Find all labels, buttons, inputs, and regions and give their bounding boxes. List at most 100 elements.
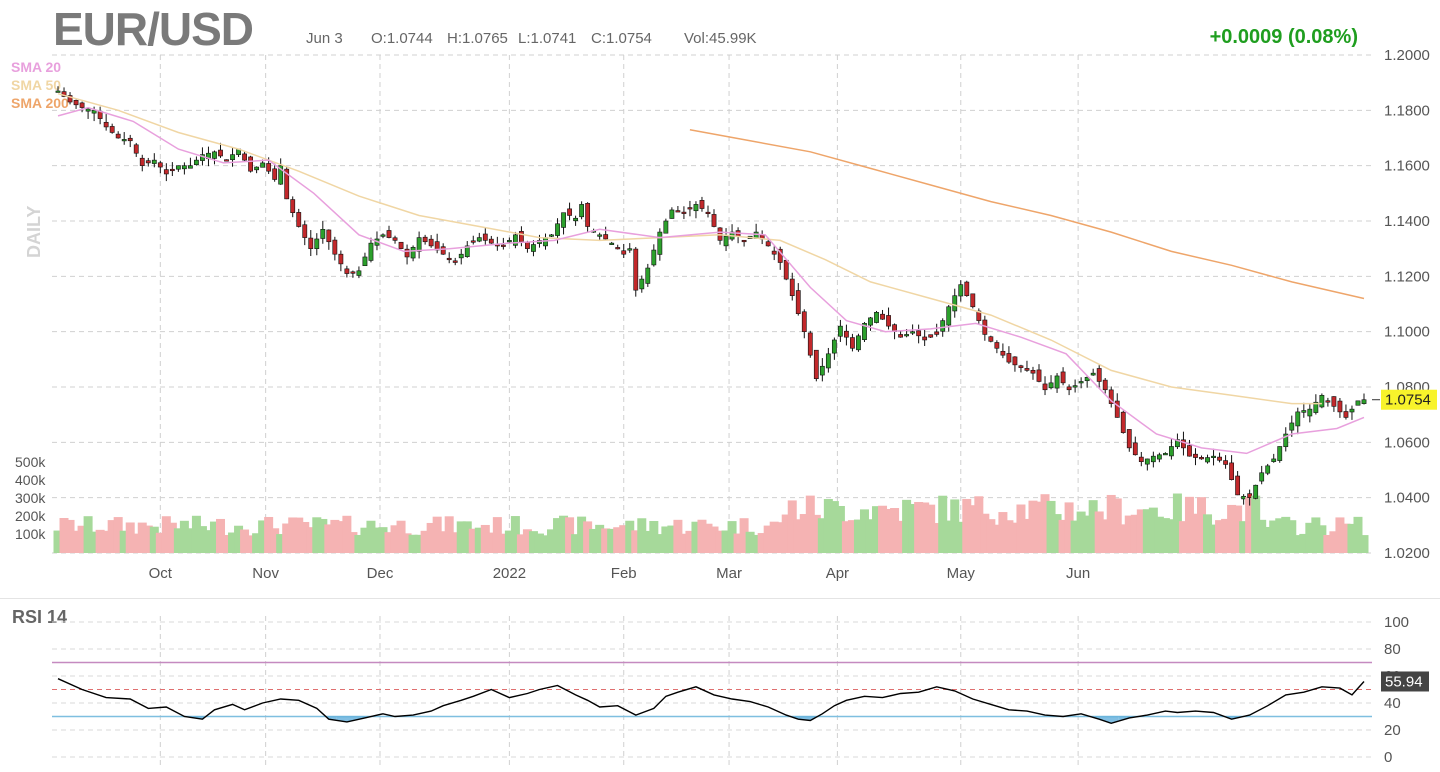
volume-bar bbox=[101, 530, 111, 553]
volume-bar bbox=[474, 527, 484, 553]
candle-body bbox=[886, 315, 891, 327]
volume-bar bbox=[559, 515, 569, 553]
volume-bar bbox=[53, 530, 63, 553]
volume-bar bbox=[155, 532, 165, 553]
volume-bar bbox=[691, 521, 701, 553]
candle-body bbox=[627, 248, 633, 251]
volume-bar bbox=[721, 530, 731, 553]
candle-body bbox=[1054, 375, 1060, 389]
volume-bar bbox=[872, 506, 882, 553]
volume-bar bbox=[980, 513, 990, 553]
volume-bar bbox=[246, 535, 256, 553]
candle-body bbox=[675, 210, 681, 213]
volume-bar bbox=[276, 534, 286, 553]
candle-body bbox=[1355, 400, 1361, 406]
candle-body bbox=[910, 331, 916, 334]
volume-bar bbox=[1136, 509, 1146, 553]
candle-body bbox=[1066, 386, 1072, 391]
volume-bar bbox=[679, 533, 689, 553]
volume-bar bbox=[607, 528, 617, 553]
volume-bar bbox=[661, 526, 671, 553]
volume-bar bbox=[643, 530, 653, 553]
volume-bar bbox=[203, 530, 213, 553]
candle-body bbox=[188, 165, 193, 169]
candle-body bbox=[67, 95, 73, 103]
price-tick-label: 1.2000 bbox=[1384, 47, 1430, 64]
candle-body bbox=[1259, 472, 1265, 482]
volume-bar bbox=[685, 530, 695, 553]
candle-body bbox=[350, 271, 356, 274]
candle-body bbox=[422, 236, 428, 243]
x-tick-label: Dec bbox=[367, 565, 394, 582]
volume-bar bbox=[950, 499, 960, 553]
candle-body bbox=[1042, 383, 1048, 391]
candle-body bbox=[609, 242, 615, 245]
candle-body bbox=[567, 208, 572, 216]
volume-bar bbox=[1341, 523, 1351, 553]
volume-bar bbox=[1221, 518, 1231, 553]
volume-bar bbox=[354, 534, 364, 553]
candle-body bbox=[1343, 411, 1349, 418]
sma20-legend: SMA 20 bbox=[11, 59, 62, 75]
candle-body bbox=[693, 204, 699, 212]
volume-bar bbox=[414, 534, 424, 553]
volume-bar bbox=[1010, 522, 1020, 553]
price-change: +0.0009 (0.08%) bbox=[1209, 26, 1358, 48]
volume-bar bbox=[1160, 518, 1170, 553]
volume-bar bbox=[1203, 514, 1213, 553]
candle-body bbox=[1325, 400, 1331, 403]
candle-body bbox=[1247, 493, 1253, 498]
candle-body bbox=[946, 306, 952, 326]
volume-bar bbox=[252, 533, 262, 553]
candle-body bbox=[103, 121, 109, 128]
volume-bar bbox=[781, 514, 791, 553]
candle-body bbox=[1132, 442, 1138, 456]
rsi-last-label: 55.94 bbox=[1385, 673, 1423, 690]
volume-bar bbox=[528, 531, 538, 553]
volume-bar bbox=[733, 533, 743, 553]
candle-body bbox=[109, 126, 115, 133]
volume-bar bbox=[1359, 535, 1369, 553]
volume-bar bbox=[637, 518, 647, 553]
volume-bar bbox=[1058, 519, 1068, 553]
candle-body bbox=[175, 165, 181, 170]
volume-bar bbox=[902, 499, 912, 553]
volume-bar bbox=[847, 520, 857, 553]
volume-bar bbox=[1088, 500, 1098, 553]
candle-body bbox=[585, 203, 591, 227]
sma200-line bbox=[689, 128, 1365, 300]
candle-body bbox=[1331, 396, 1337, 407]
volume-bar bbox=[1245, 496, 1255, 553]
volume-bar bbox=[793, 519, 803, 553]
volume-bar bbox=[631, 530, 641, 553]
candle-body bbox=[657, 231, 663, 255]
volume-bar bbox=[173, 528, 183, 553]
volume-bar bbox=[1046, 500, 1056, 553]
candle-body bbox=[488, 238, 494, 244]
volume-bar bbox=[1209, 524, 1219, 553]
volume-bar bbox=[601, 528, 611, 553]
candle-body bbox=[1229, 462, 1234, 480]
volume-bar bbox=[565, 517, 575, 553]
volume-bar bbox=[360, 527, 370, 553]
candle-body bbox=[1271, 458, 1277, 462]
candle-body bbox=[958, 284, 964, 297]
candle-body bbox=[705, 211, 711, 215]
volume-bar bbox=[89, 531, 99, 553]
volume-bar bbox=[167, 522, 177, 553]
volume-bar bbox=[516, 534, 526, 553]
candle-body bbox=[1235, 475, 1241, 496]
volume-bar bbox=[288, 517, 298, 553]
candle-body bbox=[356, 270, 362, 276]
candle-body bbox=[224, 159, 229, 162]
volume-bar bbox=[1070, 520, 1080, 553]
candle-body bbox=[549, 234, 554, 237]
volume-bar bbox=[191, 515, 201, 553]
price-tick-label: 1.0600 bbox=[1384, 434, 1430, 451]
volume-bar bbox=[197, 526, 207, 553]
candle-body bbox=[555, 223, 560, 236]
volume-bar bbox=[1178, 521, 1188, 553]
candle-body bbox=[91, 110, 97, 114]
volume-bar bbox=[1275, 518, 1285, 553]
